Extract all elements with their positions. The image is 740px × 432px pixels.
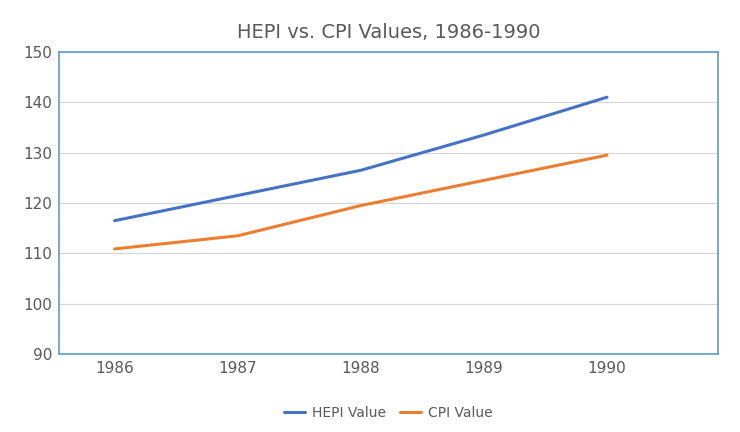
CPI Value — [357, 203, 366, 208]
Line: CPI Value: CPI Value — [115, 155, 607, 249]
CPI Value — [480, 178, 488, 183]
HEPI Value — [480, 132, 488, 137]
Legend: HEPI Value, CPI Value: HEPI Value, CPI Value — [279, 400, 498, 426]
CPI Value — [110, 246, 119, 251]
HEPI Value — [110, 218, 119, 223]
HEPI Value — [357, 168, 366, 173]
HEPI Value — [602, 95, 611, 100]
Title: HEPI vs. CPI Values, 1986-1990: HEPI vs. CPI Values, 1986-1990 — [237, 23, 540, 42]
CPI Value — [233, 233, 242, 238]
Line: HEPI Value: HEPI Value — [115, 97, 607, 221]
CPI Value — [602, 152, 611, 158]
HEPI Value — [233, 193, 242, 198]
